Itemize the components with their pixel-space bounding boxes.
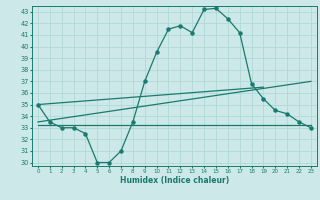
X-axis label: Humidex (Indice chaleur): Humidex (Indice chaleur) xyxy=(120,176,229,185)
